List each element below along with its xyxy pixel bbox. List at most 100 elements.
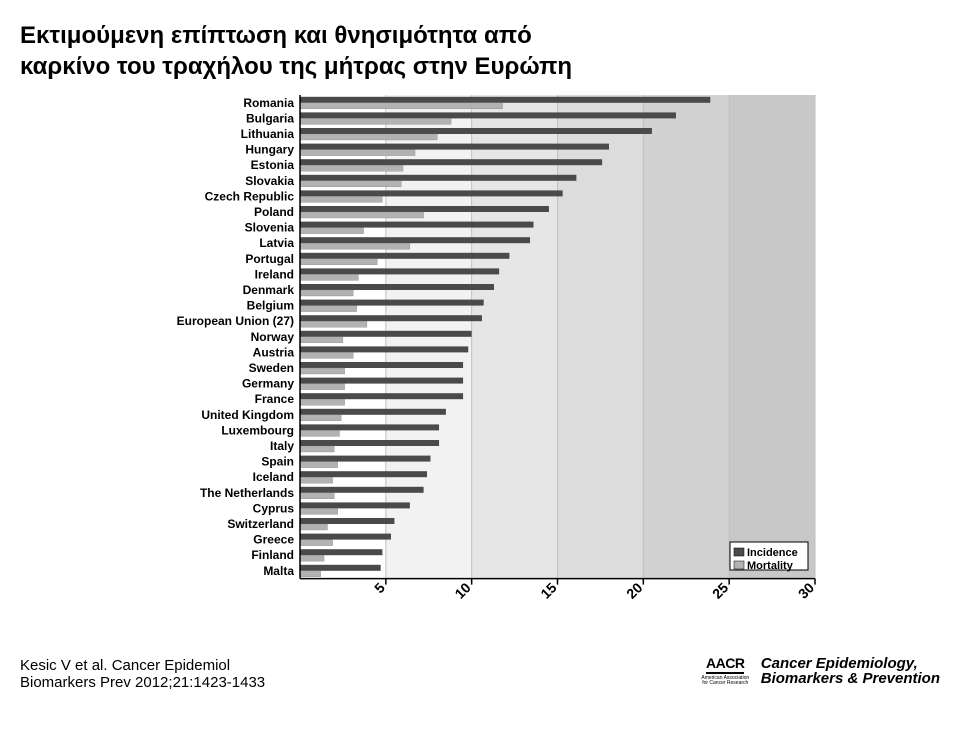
- incidence-bar: [300, 253, 509, 259]
- mortality-bar: [300, 431, 339, 437]
- mortality-bar: [300, 462, 338, 468]
- x-tick-label: 25: [709, 580, 731, 602]
- bar-chart: RomaniaBulgariaLithuaniaHungaryEstoniaSl…: [100, 90, 860, 630]
- mortality-bar: [300, 166, 403, 172]
- footer: Kesic V et al. Cancer Epidemiol Biomarke…: [20, 651, 940, 691]
- country-label: Portugal: [245, 252, 294, 266]
- title-line2: καρκίνο του τραχήλου της μήτρας στην Ευρ…: [20, 53, 572, 80]
- incidence-bar: [300, 284, 494, 290]
- incidence-bar: [300, 191, 563, 197]
- country-label: Italy: [270, 439, 294, 453]
- mortality-bar: [300, 509, 338, 515]
- incidence-bar: [300, 472, 427, 478]
- incidence-bar: [300, 394, 463, 400]
- incidence-bar: [300, 128, 652, 134]
- incidence-bar: [300, 238, 530, 244]
- mortality-bar: [300, 197, 382, 203]
- mortality-bar: [300, 306, 357, 312]
- x-tick-label: 20: [623, 580, 645, 602]
- mortality-bar: [300, 103, 503, 109]
- mortality-bar: [300, 556, 324, 562]
- incidence-bar: [300, 503, 410, 509]
- incidence-bar: [300, 534, 391, 540]
- country-label: France: [255, 393, 295, 407]
- mortality-bar: [300, 119, 451, 125]
- incidence-bar: [300, 347, 468, 353]
- country-label: Cyprus: [253, 502, 295, 516]
- incidence-bar: [300, 175, 576, 181]
- country-label: Ireland: [255, 268, 294, 282]
- country-label: Belgium: [247, 299, 294, 313]
- journal-line2: Biomarkers & Prevention: [761, 670, 940, 687]
- incidence-bar: [300, 487, 424, 493]
- incidence-bar: [300, 222, 533, 228]
- incidence-bar: [300, 425, 439, 431]
- mortality-bar: [300, 571, 321, 577]
- aacr-logo-text: AACR: [706, 656, 744, 674]
- country-label: Greece: [253, 533, 294, 547]
- grid-band: [558, 95, 644, 579]
- country-label: United Kingdom: [201, 408, 294, 422]
- mortality-bar: [300, 228, 364, 234]
- incidence-bar: [300, 550, 382, 556]
- x-tick-label: 15: [537, 580, 559, 602]
- incidence-bar: [300, 97, 710, 103]
- incidence-bar: [300, 269, 499, 275]
- aacr-logo-icon: AACR American Association for Cancer Res…: [698, 651, 753, 691]
- journal-name: Cancer Epidemiology, Biomarkers & Preven…: [761, 656, 940, 688]
- country-label: Sweden: [249, 361, 294, 375]
- grid-band: [472, 95, 558, 579]
- country-label: Germany: [242, 377, 294, 391]
- incidence-bar: [300, 160, 602, 166]
- country-label: Finland: [251, 549, 294, 563]
- incidence-bar: [300, 206, 549, 212]
- incidence-bar: [300, 409, 446, 415]
- journal-line1: Cancer Epidemiology,: [761, 655, 918, 672]
- mortality-bar: [300, 322, 367, 328]
- chart-container: RomaniaBulgariaLithuaniaHungaryEstoniaSl…: [100, 90, 860, 635]
- legend-label: Mortality: [747, 560, 794, 572]
- mortality-bar: [300, 400, 345, 406]
- country-label: European Union (27): [177, 315, 294, 329]
- incidence-bar: [300, 378, 463, 384]
- mortality-bar: [300, 353, 353, 359]
- country-label: Denmark: [243, 283, 295, 297]
- mortality-bar: [300, 212, 424, 218]
- country-label: Luxembourg: [221, 424, 294, 438]
- mortality-bar: [300, 337, 343, 343]
- country-label: Iceland: [253, 471, 294, 485]
- incidence-bar: [300, 331, 472, 337]
- chart-title: Εκτιμούμενη επίπτωση και θνησιμότητα από…: [20, 20, 940, 82]
- incidence-bar: [300, 456, 430, 462]
- country-label: Bulgaria: [246, 112, 294, 126]
- mortality-bar: [300, 275, 358, 281]
- country-label: Latvia: [259, 237, 294, 251]
- incidence-bar: [300, 565, 381, 571]
- aacr-logo-subtext: American Association for Cancer Research: [698, 676, 753, 686]
- country-label: Spain: [261, 455, 294, 469]
- journal-branding: AACR American Association for Cancer Res…: [698, 651, 940, 691]
- country-label: Norway: [251, 330, 295, 344]
- mortality-bar: [300, 290, 353, 296]
- incidence-bar: [300, 440, 439, 446]
- mortality-bar: [300, 493, 334, 499]
- country-label: Romania: [243, 96, 294, 110]
- mortality-bar: [300, 540, 333, 546]
- country-label: The Netherlands: [200, 486, 294, 500]
- grid-band: [643, 95, 729, 579]
- incidence-bar: [300, 300, 484, 306]
- legend-label: Incidence: [747, 547, 798, 559]
- mortality-bar: [300, 244, 410, 250]
- mortality-bar: [300, 134, 437, 140]
- mortality-bar: [300, 181, 401, 187]
- mortality-bar: [300, 415, 341, 421]
- citation-line2: Biomarkers Prev 2012;21:1423-1433: [20, 674, 265, 691]
- mortality-bar: [300, 446, 334, 452]
- mortality-bar: [300, 524, 327, 530]
- incidence-bar: [300, 144, 609, 150]
- title-line1: Εκτιμούμενη επίπτωση και θνησιμότητα από: [20, 22, 532, 49]
- incidence-bar: [300, 316, 482, 322]
- citation: Kesic V et al. Cancer Epidemiol Biomarke…: [20, 657, 265, 691]
- country-label: Lithuania: [241, 127, 295, 141]
- mortality-bar: [300, 368, 345, 374]
